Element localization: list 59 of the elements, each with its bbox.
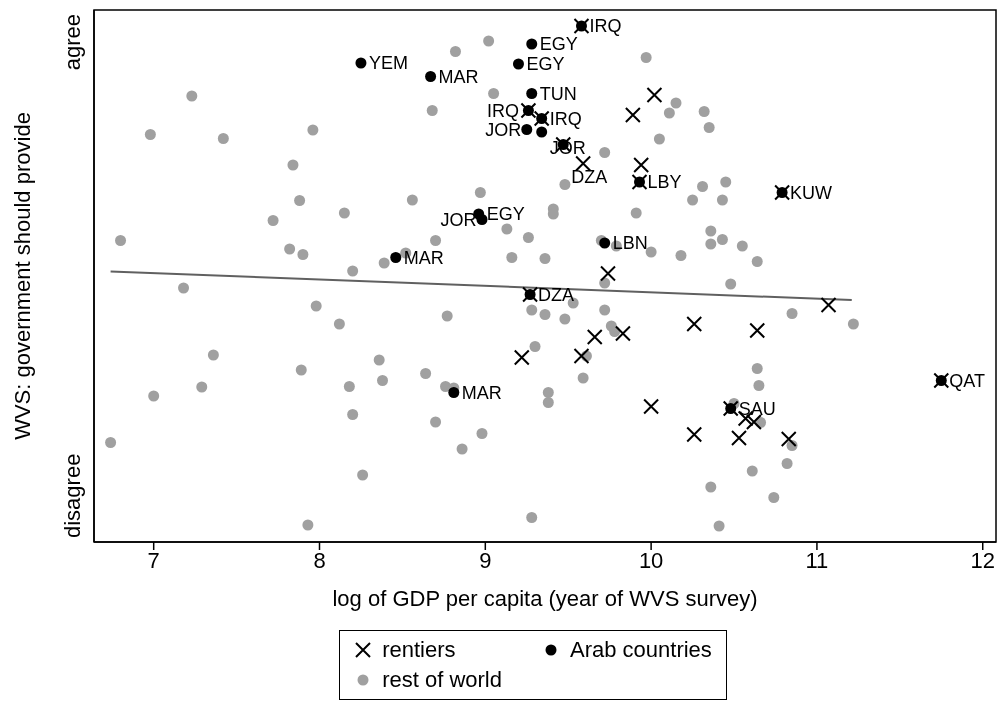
text: disagree [60,453,85,538]
point [624,107,641,123]
annotation: IRQ [589,16,622,36]
annotation: EGY [539,34,578,54]
annotation: IRQ [486,100,519,121]
annotation: QAT [949,370,985,391]
point [599,237,611,249]
annotation: EGY [526,54,565,74]
point [448,387,460,398]
point [476,214,488,225]
x-tick-label: 11 [805,547,829,573]
point [526,88,538,99]
legend-label: rentiers [382,637,456,663]
x-axis-title: log of GDP per capita (year of WVS survey) [332,586,758,611]
point [646,87,663,103]
y-axis-title: WVS: government should provide [9,112,35,440]
point [731,430,747,446]
annotation: TUN [539,83,577,104]
annotation: DZA [571,166,608,187]
point [686,426,703,443]
point [512,58,524,70]
annotation: LBN [612,233,648,253]
point [600,265,617,282]
point [355,57,367,69]
point [633,157,650,173]
annotation: DZA [538,284,575,305]
x-tick-label: 8 [313,547,326,573]
annotation: LBY [647,172,682,192]
point [425,71,437,82]
point [745,414,762,430]
text: agree [60,14,85,71]
annotation: MAR [403,247,444,268]
legend-label: rest of world [382,667,502,693]
annotation: EGY [486,204,525,224]
point [573,348,590,364]
annotation: KUW [790,182,833,203]
point [686,316,703,332]
annotation: IRQ [549,108,582,129]
point [536,126,548,138]
point [526,38,538,50]
annotation: YEM [368,53,408,73]
x-tick-label: 10 [638,547,664,573]
annotation: MAR [461,382,502,403]
annotation: SAU [738,398,776,419]
point [521,124,533,135]
point [780,431,797,447]
point [614,325,631,342]
point [390,252,402,263]
point [643,398,660,415]
x-tick-label: 9 [479,547,492,573]
x-tick-label: 12 [970,547,995,573]
legend-label: Arab countries [569,637,712,663]
point [586,329,603,345]
annotation: MAR [438,66,479,87]
point [513,349,530,366]
point [820,297,837,313]
x-tick-label: 7 [147,547,160,573]
point [749,322,766,339]
annotation: JOR [440,209,477,230]
